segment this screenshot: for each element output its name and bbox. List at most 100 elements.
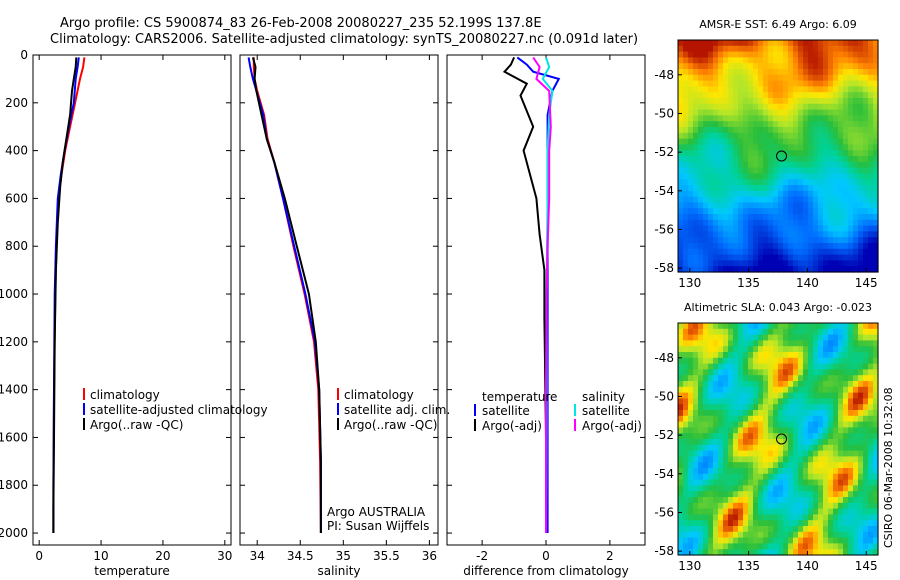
heatmap-cell: [778, 543, 784, 550]
heatmap-cell: [848, 462, 854, 469]
heatmap-cell: [803, 161, 809, 169]
heatmap-cell: [693, 473, 699, 481]
heatmap-cell: [873, 202, 879, 209]
heatmap-cell: [848, 323, 854, 330]
heatmap-cell: [768, 121, 774, 128]
heatmap-cell: [788, 219, 794, 227]
heatmap-cell: [873, 243, 879, 250]
heatmap-cell: [733, 121, 739, 128]
heatmap-cell: [743, 109, 749, 116]
heatmap-cell: [678, 231, 684, 238]
heatmap-cell: [788, 323, 794, 330]
heatmap-cell: [703, 421, 709, 428]
heatmap-cell: [713, 468, 719, 475]
heatmap-cell: [803, 363, 809, 370]
heatmap-cell: [763, 156, 769, 163]
heatmap-cell: [733, 543, 739, 550]
heatmap-cell: [688, 415, 694, 423]
heatmap-cell: [863, 392, 869, 399]
heatmap-cell: [848, 410, 854, 417]
heatmap-cell: [803, 468, 809, 475]
heatmap-cell: [843, 156, 849, 163]
heatmap-cell: [763, 74, 769, 82]
heatmap-cell: [748, 92, 754, 99]
heatmap-cell: [708, 57, 714, 64]
heatmap-cell: [688, 69, 694, 76]
heatmap-cell: [838, 196, 844, 203]
heatmap-cell: [843, 462, 849, 469]
heatmap-cell: [788, 491, 794, 498]
heatmap-cell: [798, 173, 804, 180]
heatmap-cell: [678, 167, 684, 174]
heatmap-cell: [718, 185, 724, 192]
heatmap-cell: [708, 179, 714, 186]
heatmap-cell: [853, 69, 859, 76]
heatmap-cell: [788, 150, 794, 157]
heatmap-cell: [693, 254, 699, 261]
heatmap-cell: [833, 109, 839, 116]
heatmap-cell: [783, 80, 789, 87]
heatmap-cell: [783, 40, 789, 47]
heatmap-cell: [858, 266, 864, 273]
y-tick-label: 1000: [0, 287, 28, 301]
heatmap-cell: [693, 225, 699, 232]
heatmap-cell: [833, 386, 839, 394]
heatmap-cell: [698, 363, 704, 370]
heatmap-cell: [728, 132, 734, 140]
heatmap-cell: [843, 433, 849, 440]
heatmap-cell: [858, 468, 864, 475]
heatmap-cell: [703, 173, 709, 180]
heatmap-cell: [688, 450, 694, 457]
heatmap-cell: [738, 404, 744, 411]
heatmap-cell: [803, 479, 809, 486]
heatmap-cell: [828, 190, 834, 198]
heatmap-cell: [728, 543, 734, 550]
heatmap-cell: [788, 40, 794, 47]
heatmap-cell: [863, 508, 869, 515]
heatmap-cell: [828, 439, 834, 446]
heatmap-cell: [873, 375, 879, 382]
heatmap-cell: [683, 219, 689, 227]
heatmap-cell: [713, 404, 719, 411]
heatmap-cell: [708, 109, 714, 116]
heatmap-cell: [778, 190, 784, 198]
heatmap-cell: [698, 156, 704, 163]
heatmap-cell: [793, 86, 799, 93]
heatmap-cell: [783, 103, 789, 111]
heatmap-cell: [798, 144, 804, 151]
heatmap-cell: [788, 86, 794, 93]
heatmap-cell: [868, 225, 874, 232]
heatmap-cell: [798, 502, 804, 510]
heatmap-cell: [683, 248, 689, 256]
heatmap-cell: [818, 497, 824, 504]
heatmap-cell: [798, 225, 804, 232]
heatmap-cell: [848, 202, 854, 209]
heatmap-cell: [743, 357, 749, 365]
heatmap-cell: [683, 479, 689, 486]
heatmap-cell: [843, 243, 849, 250]
heatmap-cell: [688, 208, 694, 215]
heatmap-cell: [828, 51, 834, 58]
heatmap-cell: [818, 479, 824, 486]
heatmap-cell: [708, 526, 714, 533]
heatmap-cell: [848, 485, 854, 492]
heatmap-cell: [723, 121, 729, 128]
heatmap-cell: [778, 352, 784, 359]
heatmap-cell: [708, 520, 714, 527]
heatmap-cell: [703, 69, 709, 76]
heatmap-cell: [748, 132, 754, 140]
heatmap-cell: [733, 491, 739, 498]
heatmap-cell: [748, 328, 754, 336]
heatmap-cell: [778, 485, 784, 492]
heatmap-cell: [788, 196, 794, 203]
heatmap-cell: [873, 260, 879, 267]
heatmap-cell: [848, 479, 854, 486]
heatmap-cell: [813, 543, 819, 550]
heatmap-cell: [723, 237, 729, 244]
heatmap-cell: [793, 456, 799, 463]
legend-entry: satellite: [482, 404, 530, 418]
heatmap-cell: [753, 427, 759, 434]
heatmap-cell: [788, 179, 794, 186]
heatmap-cell: [713, 415, 719, 423]
heatmap-cell: [768, 57, 774, 64]
